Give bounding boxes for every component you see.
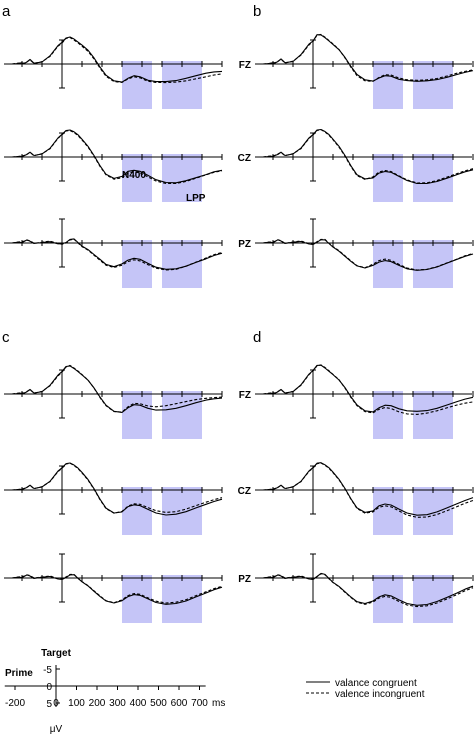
panel-label-a: a xyxy=(2,3,11,20)
window-n400 xyxy=(373,487,403,535)
electrode-fz-a xyxy=(4,36,223,109)
target-label: Target xyxy=(41,648,71,659)
window-n400 xyxy=(373,391,403,439)
window-n400 xyxy=(122,61,152,109)
window-lpp xyxy=(413,575,453,623)
electrode-pz-a xyxy=(4,218,223,288)
electrode-fz-c xyxy=(4,364,223,439)
scale-x-tick-label: 500 xyxy=(150,698,167,709)
series-incongruent-line xyxy=(11,573,223,604)
electrode-cz-d: CZ xyxy=(238,462,474,535)
electrode-label-fz: FZ xyxy=(239,60,251,71)
window-lpp xyxy=(413,61,453,109)
window-n400 xyxy=(373,154,403,202)
annotation-lpp: LPP xyxy=(186,193,206,204)
annotation-n400: N400 xyxy=(122,170,146,181)
electrode-fz-d: FZ xyxy=(239,364,474,439)
scale-x-tick-label: 700 xyxy=(191,698,208,709)
y-unit-label: μV xyxy=(50,724,63,734)
panel-b: b FZ CZ PZ xyxy=(238,3,474,288)
window-n400 xyxy=(122,240,152,288)
window-lpp xyxy=(413,487,453,535)
panel-c: c xyxy=(2,329,223,623)
electrode-label-cz: CZ xyxy=(238,486,251,497)
window-n400 xyxy=(122,391,152,439)
panels-layer: a N400 LPP b FZ CZ PZ c d FZ CZ PZ xyxy=(2,3,474,623)
panel-label-b: b xyxy=(253,3,261,20)
legend-congruent-label: valance congruent xyxy=(335,678,417,689)
scale-x-tick-label: 600 xyxy=(171,698,188,709)
window-n400 xyxy=(122,154,152,202)
series-incongruent-line xyxy=(11,462,223,514)
window-lpp xyxy=(162,240,202,288)
series-incongruent-line xyxy=(11,364,223,413)
series-incongruent-line xyxy=(11,129,223,185)
scale-x-tick-label: 400 xyxy=(130,698,147,709)
series-incongruent-line xyxy=(262,33,474,82)
electrode-cz-a: N400 LPP xyxy=(4,129,223,204)
panel-label-d: d xyxy=(253,329,261,346)
window-lpp xyxy=(162,575,202,623)
electrode-label-pz: PZ xyxy=(238,239,251,250)
scale-x-tick-label: -200 xyxy=(5,698,25,709)
electrode-pz-b: PZ xyxy=(238,218,474,288)
window-lpp xyxy=(413,391,453,439)
window-lpp xyxy=(162,391,202,439)
window-lpp xyxy=(162,61,202,109)
legend-incongruent-label: valence incongruent xyxy=(335,689,425,700)
panel-a: a N400 LPP xyxy=(2,3,223,288)
panel-label-c: c xyxy=(2,329,10,346)
scale-y-tick-label: 0 xyxy=(46,682,52,693)
scale-x-tick-label: 200 xyxy=(89,698,106,709)
electrode-fz-b: FZ xyxy=(239,33,474,109)
window-n400 xyxy=(122,487,152,535)
series-incongruent-line xyxy=(262,238,474,271)
series-incongruent-line xyxy=(262,129,474,184)
electrode-label-pz: PZ xyxy=(238,574,251,585)
series-incongruent-line xyxy=(11,36,223,84)
window-lpp xyxy=(162,487,202,535)
x-unit-label: ms xyxy=(212,698,225,709)
electrode-label-cz: CZ xyxy=(238,153,251,164)
window-n400 xyxy=(373,61,403,109)
electrode-label-fz: FZ xyxy=(239,390,251,401)
window-lpp xyxy=(413,240,453,288)
scale-x-tick-label: 100 xyxy=(68,698,85,709)
series-incongruent-line xyxy=(262,573,474,608)
series-incongruent-line xyxy=(262,364,474,415)
scale-y-tick-label: 5 xyxy=(46,699,52,710)
window-n400 xyxy=(373,575,403,623)
electrode-cz-c xyxy=(4,462,223,535)
legend: valance congruent valence incongruent xyxy=(306,678,425,700)
electrode-pz-c xyxy=(4,553,223,623)
electrode-pz-d: PZ xyxy=(238,553,474,623)
panel-d: d FZ CZ PZ xyxy=(238,329,474,623)
scale-x-tick-label: 300 xyxy=(109,698,126,709)
prime-label: Prime xyxy=(5,668,33,679)
scale-y-tick-label: -5 xyxy=(43,665,52,676)
series-incongruent-line xyxy=(11,238,223,271)
series-incongruent-line xyxy=(262,462,474,518)
electrode-cz-b: CZ xyxy=(238,128,474,202)
